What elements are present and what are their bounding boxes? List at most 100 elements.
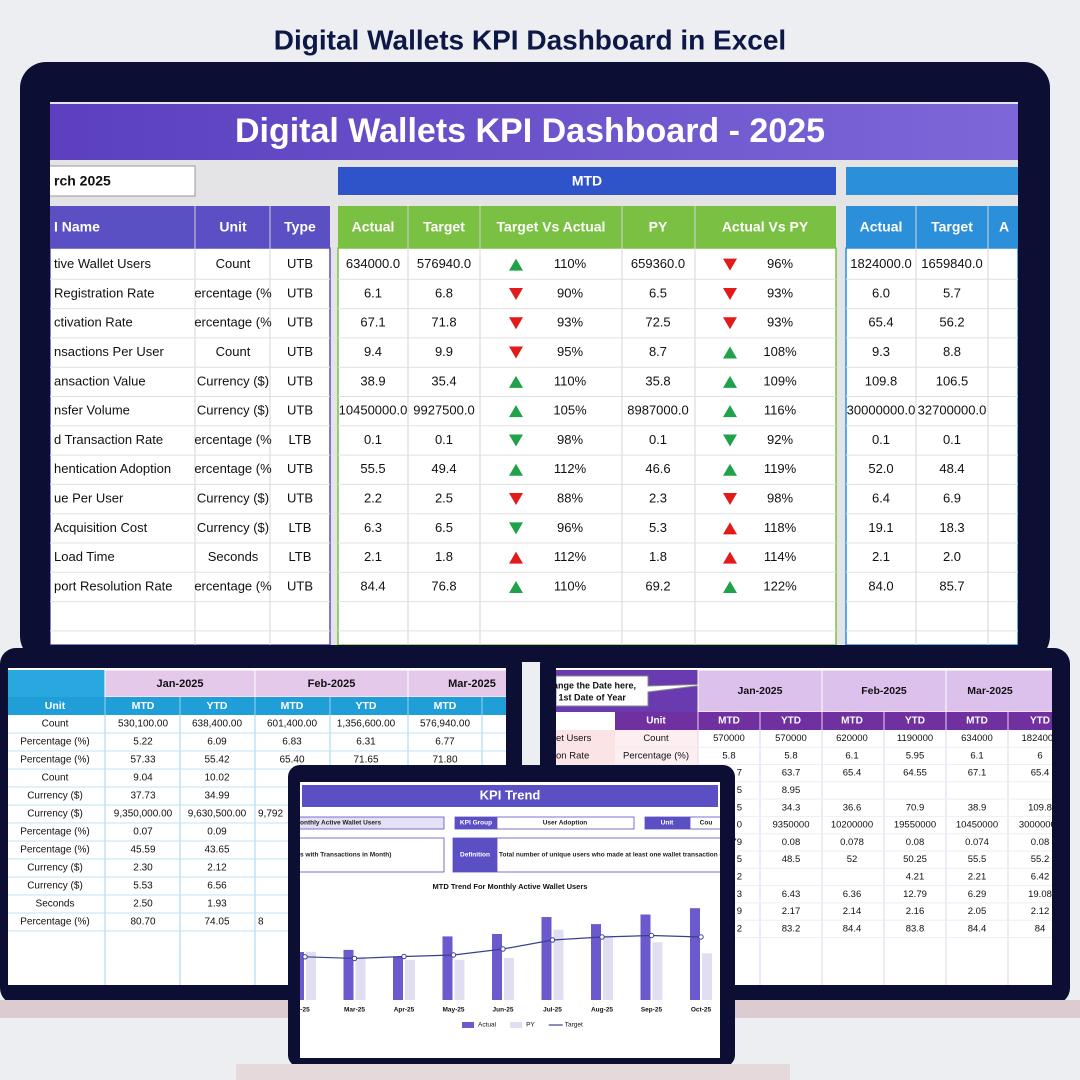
target-vs-actual: 112% bbox=[554, 461, 587, 476]
bar bbox=[603, 935, 613, 1000]
value: 70.9 bbox=[906, 802, 925, 813]
definition: Total number of unique users who made at… bbox=[499, 852, 724, 859]
value: 0.078 bbox=[840, 837, 864, 848]
ytd-target: 1659840.0 bbox=[921, 256, 982, 271]
unit: Currency ($) bbox=[197, 403, 269, 418]
kpi-name: hentication Adoption bbox=[54, 461, 171, 476]
value: 63.7 bbox=[782, 768, 801, 779]
mtd-actual: 634000.0 bbox=[346, 256, 400, 271]
column-header: Target bbox=[931, 219, 973, 235]
status-arrow bbox=[723, 580, 737, 593]
status-arrow bbox=[723, 493, 737, 506]
value: 71.65 bbox=[353, 755, 378, 766]
legend-swatch bbox=[462, 1022, 474, 1028]
unit: Count bbox=[42, 773, 69, 784]
py: 72.5 bbox=[645, 315, 670, 330]
kpi-name: Acquisition Cost bbox=[54, 520, 148, 535]
kpi-trend: KPI Trend onthly Active Wallet Users KPI G… bbox=[300, 785, 724, 1029]
value: 2.16 bbox=[906, 906, 925, 917]
ytd-target: 0.1 bbox=[943, 432, 961, 447]
ytd-target: 56.2 bbox=[939, 315, 964, 330]
value: 55.42 bbox=[204, 755, 229, 766]
value: 0.074 bbox=[965, 837, 989, 848]
page-title: Digital Wallets KPI Dashboard in Excel bbox=[274, 24, 786, 55]
mtd-actual: 6.1 bbox=[364, 285, 382, 300]
formula-box bbox=[300, 837, 445, 873]
month-header: Feb-2025 bbox=[861, 685, 907, 697]
ytd-actual: 0.1 bbox=[872, 432, 890, 447]
value: 50.25 bbox=[903, 854, 927, 865]
actual-vs-py: 109% bbox=[763, 373, 797, 388]
bar bbox=[652, 942, 663, 1000]
kpi-name-box bbox=[300, 816, 445, 830]
actual-vs-py: 93% bbox=[767, 315, 793, 330]
title-banner bbox=[50, 104, 1018, 160]
value: 1190000 bbox=[897, 733, 933, 744]
dashboard-title: Digital Wallets KPI Dashboard - 2025 bbox=[235, 112, 825, 150]
value: 45.59 bbox=[130, 845, 155, 856]
value: 6.42 bbox=[1031, 872, 1050, 883]
value: 5 bbox=[737, 802, 742, 813]
ytd-actual: 109.8 bbox=[865, 373, 898, 388]
unit: ercentage (% bbox=[194, 285, 272, 300]
bar bbox=[640, 914, 651, 1000]
status-arrow bbox=[723, 522, 737, 535]
actual-vs-py: 93% bbox=[767, 285, 793, 300]
column-header: Actual Vs PY bbox=[722, 219, 809, 235]
value: 570000 bbox=[775, 733, 807, 744]
status-arrow bbox=[723, 346, 737, 359]
callout-text: ange the Date here, bbox=[553, 680, 636, 690]
mtd-target: 6.5 bbox=[435, 520, 453, 535]
kpi-type: UTB bbox=[287, 344, 313, 359]
sub-header: MTD bbox=[281, 700, 304, 712]
unit: Percentage (%) bbox=[20, 737, 89, 748]
py: 659360.0 bbox=[631, 256, 685, 271]
value: 79 bbox=[731, 837, 742, 848]
py: 46.6 bbox=[645, 461, 670, 476]
value: 55.5 bbox=[968, 854, 987, 865]
ytd-actual: 19.1 bbox=[868, 520, 893, 535]
table-body bbox=[845, 247, 1018, 645]
sub-header: MTD bbox=[966, 716, 988, 727]
ytd-actual: 65.4 bbox=[868, 315, 893, 330]
x-tick-label: May-25 bbox=[442, 1007, 464, 1014]
unit: Currency ($) bbox=[197, 373, 269, 388]
column-header: Type bbox=[284, 219, 316, 235]
status-arrow bbox=[723, 405, 737, 418]
status-arrow bbox=[509, 346, 523, 359]
unit-box bbox=[689, 816, 720, 830]
mtd-target: 76.8 bbox=[431, 578, 456, 593]
bar bbox=[454, 959, 465, 1000]
value: 57.33 bbox=[130, 755, 155, 766]
value: 4.21 bbox=[906, 872, 925, 883]
value: 65.40 bbox=[279, 755, 304, 766]
value: 2.50 bbox=[133, 899, 153, 910]
mtd-actual: 55.5 bbox=[360, 461, 385, 476]
status-arrow bbox=[723, 463, 737, 476]
section-bar bbox=[846, 167, 1018, 195]
unit-label: Unit bbox=[661, 820, 674, 827]
ytd-actual: 30000000.0 bbox=[847, 403, 916, 418]
status-arrow bbox=[509, 375, 523, 388]
value: 0 bbox=[737, 820, 742, 831]
value: 5 bbox=[737, 785, 742, 796]
target-vs-actual: 105% bbox=[553, 403, 587, 418]
value: 37.73 bbox=[130, 791, 155, 802]
unit: Currency ($) bbox=[27, 791, 83, 802]
value: 52 bbox=[847, 854, 858, 865]
x-tick-label: Aug-25 bbox=[591, 1007, 613, 1014]
legend-label: Target bbox=[565, 1022, 583, 1029]
value: 36.6 bbox=[843, 802, 862, 813]
unit-header: Unit bbox=[646, 716, 666, 727]
table-body bbox=[337, 247, 837, 645]
status-arrow bbox=[509, 258, 523, 271]
status-arrow bbox=[509, 493, 523, 506]
column-header: I Name bbox=[54, 219, 100, 235]
actual-vs-py: 98% bbox=[767, 490, 793, 505]
value: 5.53 bbox=[133, 881, 153, 892]
section-bar bbox=[338, 167, 836, 195]
formula: s with Transactions in Month) bbox=[300, 852, 391, 859]
ytd-target: 2.0 bbox=[943, 549, 961, 564]
value: 1.93 bbox=[207, 899, 227, 910]
legend-swatch bbox=[510, 1022, 523, 1028]
